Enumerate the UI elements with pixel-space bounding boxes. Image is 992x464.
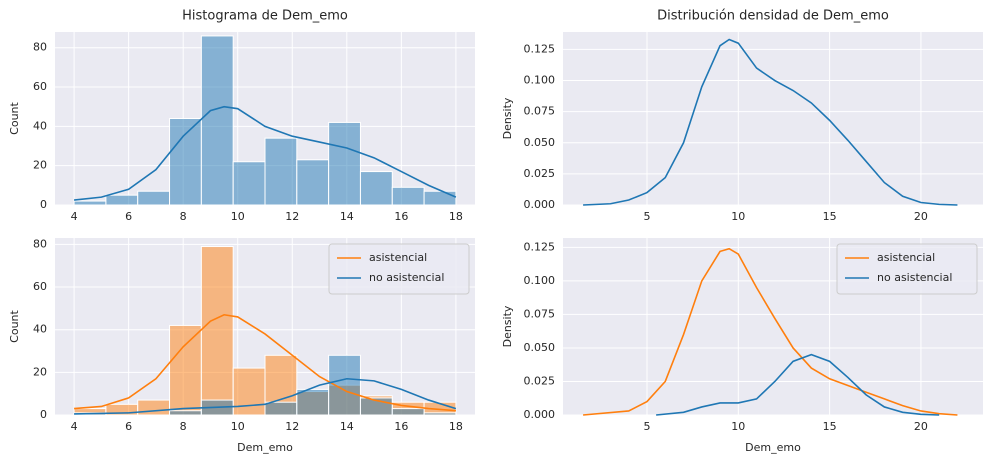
y-tick-label: 0.025 xyxy=(524,167,556,180)
y-tick-label: 0.075 xyxy=(524,105,556,118)
histogram-bar xyxy=(391,186,425,206)
y-tick-label: 0.100 xyxy=(524,274,556,287)
x-axis-label: Dem_emo xyxy=(745,441,801,454)
subplot-title: Distribución densidad de Dem_emo xyxy=(657,9,889,24)
x-tick-label: 14 xyxy=(340,420,354,433)
x-tick-label: 10 xyxy=(231,420,245,433)
y-tick-label: 0.000 xyxy=(524,198,556,211)
y-tick-label: 60 xyxy=(33,80,47,93)
y-tick-label: 0.000 xyxy=(524,408,556,421)
x-axis-label: Dem_emo xyxy=(237,441,293,454)
histogram-bar xyxy=(328,354,361,416)
y-axis-label: Density xyxy=(501,305,514,347)
legend-label: no asistencial xyxy=(877,271,952,284)
histogram-bar xyxy=(232,161,266,206)
x-tick-label: 6 xyxy=(125,210,132,223)
histogram-bar xyxy=(391,408,425,416)
x-tick-label: 4 xyxy=(71,420,78,433)
x-tick-label: 8 xyxy=(180,210,187,223)
x-tick-label: 18 xyxy=(449,210,463,223)
x-tick-label: 15 xyxy=(823,420,837,433)
histogram-bar xyxy=(264,137,298,206)
histogram-bar xyxy=(328,121,361,206)
density-line xyxy=(74,377,457,415)
x-tick-label: 12 xyxy=(285,210,299,223)
x-tick-label: 10 xyxy=(731,420,745,433)
subplot: 5 10 15 20 0.000 0.025 0.050 0.075 0.100 0.125 Dis… xyxy=(501,9,983,223)
y-tick-label: 40 xyxy=(33,119,47,132)
x-tick-label: 16 xyxy=(394,420,408,433)
histogram-bar xyxy=(423,412,457,416)
y-tick-label: 20 xyxy=(33,159,47,172)
legend-label: asistencial xyxy=(369,251,427,264)
histogram-bar xyxy=(137,190,171,206)
density-line xyxy=(74,105,457,201)
subplot: 4 6 8 10 12 14 16 18 0 20 40 60 80 Dem_emo Count asiste… xyxy=(8,237,475,454)
density-line xyxy=(656,353,940,416)
y-tick-label: 0.050 xyxy=(524,136,556,149)
density-line xyxy=(583,247,958,416)
y-tick-label: 0.100 xyxy=(524,74,556,87)
x-tick-label: 6 xyxy=(125,420,132,433)
x-tick-label: 15 xyxy=(823,210,837,223)
histogram-bar xyxy=(200,246,234,416)
plot-area xyxy=(563,32,983,205)
y-axis-label: Count xyxy=(8,101,21,134)
x-tick-label: 18 xyxy=(449,420,463,433)
x-tick-label: 20 xyxy=(914,420,928,433)
density-line xyxy=(583,38,958,206)
x-tick-label: 16 xyxy=(394,210,408,223)
y-tick-label: 0 xyxy=(40,408,47,421)
histogram-bar xyxy=(264,401,298,416)
histogram-bar xyxy=(296,159,330,206)
y-tick-label: 80 xyxy=(33,237,47,250)
x-tick-label: 20 xyxy=(914,210,928,223)
histogram-bar xyxy=(73,200,107,206)
y-tick-label: 0.050 xyxy=(524,341,556,354)
x-tick-label: 5 xyxy=(644,210,651,223)
x-tick-label: 5 xyxy=(644,420,651,433)
x-tick-label: 12 xyxy=(285,420,299,433)
subplot-title: Histograma de Dem_emo xyxy=(182,9,348,24)
histogram-bar xyxy=(169,324,202,416)
histogram-bar xyxy=(169,118,202,206)
histogram-bar xyxy=(200,35,234,206)
legend-box xyxy=(328,243,470,295)
x-tick-label: 10 xyxy=(731,210,745,223)
x-tick-label: 14 xyxy=(340,210,354,223)
histogram-bar xyxy=(232,367,266,416)
legend-box xyxy=(836,243,978,295)
y-tick-label: 0 xyxy=(40,198,47,211)
x-tick-label: 10 xyxy=(231,210,245,223)
x-tick-label: 4 xyxy=(71,210,78,223)
histogram-bar xyxy=(359,171,393,206)
histogram-bar xyxy=(169,410,202,416)
y-tick-label: 20 xyxy=(33,365,47,378)
histogram-bar xyxy=(137,399,171,416)
y-axis-label: Density xyxy=(501,97,514,139)
y-axis-label: Count xyxy=(8,309,21,342)
histogram-bar xyxy=(105,194,139,206)
legend-label: no asistencial xyxy=(369,271,444,284)
y-tick-label: 60 xyxy=(33,280,47,293)
density-line xyxy=(74,313,456,412)
y-tick-label: 0.125 xyxy=(524,240,556,253)
x-tick-label: 8 xyxy=(180,420,187,433)
y-tick-label: 0.075 xyxy=(524,307,556,320)
subplot: 4 6 8 10 12 14 16 18 0 20 40 60 80 Histograma de Dem_… xyxy=(8,9,475,223)
subplot: 5 10 15 20 0.000 0.025 0.050 0.075 0.100 0.125 Dem… xyxy=(501,238,983,454)
histogram-bar xyxy=(296,388,330,416)
y-tick-label: 0.125 xyxy=(524,42,556,55)
y-tick-label: 40 xyxy=(33,323,47,336)
histogram-bar xyxy=(423,190,457,206)
legend-label: asistencial xyxy=(877,251,935,264)
y-tick-label: 0.025 xyxy=(524,374,556,387)
y-tick-label: 80 xyxy=(33,41,47,54)
